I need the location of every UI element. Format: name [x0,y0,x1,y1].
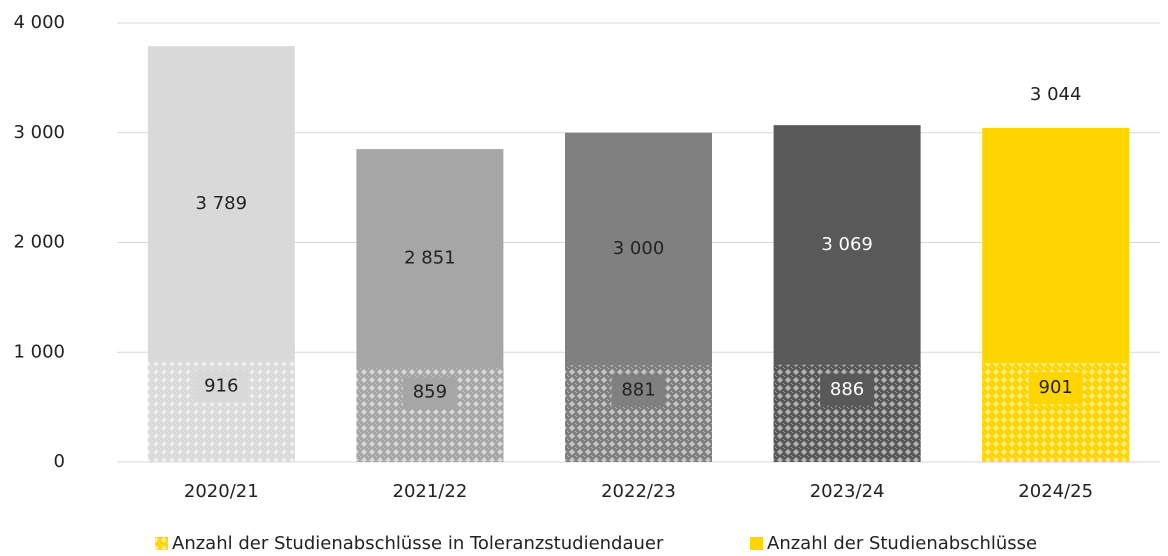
data-label: 881 [621,379,655,400]
data-label: 3 000 [613,238,665,259]
legend-swatch [750,537,763,550]
label-box [194,370,249,403]
legend-swatch [155,537,168,550]
y-tick-label: 0 [54,451,65,472]
x-tick-label: 2020/21 [184,481,259,502]
label-box [402,376,457,409]
label-box [820,373,875,406]
data-label: 3 789 [196,193,248,214]
y-tick-label: 2 000 [13,232,65,253]
legend-label: Anzahl der Studienabschlüsse in Toleranz… [172,533,664,554]
data-label: 886 [830,379,864,400]
x-tick-label: 2021/22 [393,481,468,502]
x-tick-label: 2022/23 [601,481,676,502]
label-box [1028,372,1083,405]
data-label: 901 [1039,377,1073,398]
data-label: 3 069 [821,234,873,255]
label-box [611,374,666,407]
data-label: 2 851 [404,247,456,268]
y-tick-label: 3 000 [13,122,65,143]
data-label: 916 [204,375,238,396]
data-label: 859 [413,382,447,403]
y-tick-label: 4 000 [13,12,65,33]
data-label: 3 044 [1030,84,1082,105]
x-tick-label: 2024/25 [1018,481,1093,502]
x-tick-label: 2023/24 [810,481,885,502]
y-tick-label: 1 000 [13,341,65,362]
legend-label: Anzahl der Studienabschlüsse [767,533,1037,554]
